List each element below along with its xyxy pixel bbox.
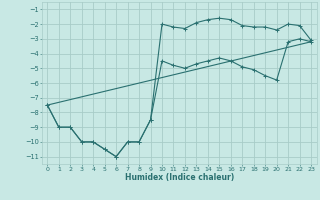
X-axis label: Humidex (Indice chaleur): Humidex (Indice chaleur) (124, 173, 234, 182)
